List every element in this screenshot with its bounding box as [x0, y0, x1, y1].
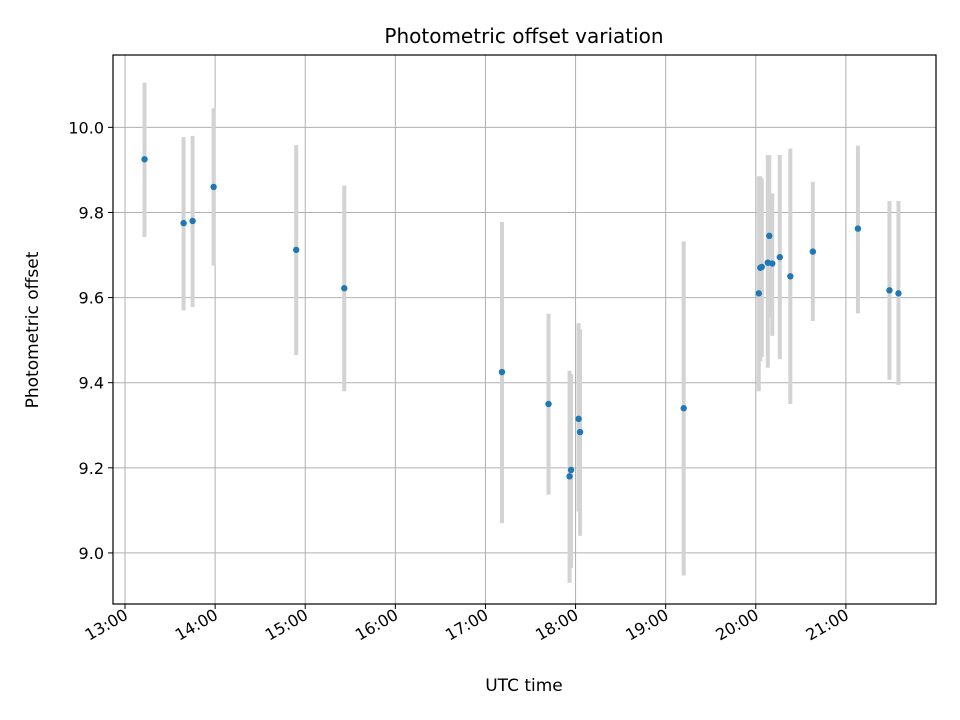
data-point [886, 287, 893, 294]
data-point [210, 183, 217, 191]
y-tick-label: 9.4 [79, 374, 104, 393]
data-point [567, 466, 575, 474]
data-point [545, 400, 552, 408]
data-point [341, 285, 348, 292]
data-point [854, 225, 862, 232]
chart-title: Photometric offset variation [384, 24, 663, 48]
data-point [180, 219, 187, 227]
data-point [787, 273, 794, 280]
plot-data [141, 82, 902, 583]
data-point [566, 473, 573, 480]
data-point [189, 217, 196, 225]
data-point [576, 428, 584, 436]
x-axis-label: UTC time [485, 676, 563, 696]
data-point [809, 248, 817, 255]
y-tick-label: 9.2 [79, 459, 104, 478]
plot-frame [112, 54, 937, 605]
data-point [293, 246, 300, 254]
data-point [766, 232, 773, 240]
y-axis-label: Photometric offset [23, 251, 43, 408]
grid [113, 55, 936, 604]
data-point [776, 253, 784, 261]
y-tick-label: 9.6 [79, 289, 104, 308]
data-point [680, 405, 687, 412]
data-point [575, 415, 582, 423]
data-point [758, 263, 765, 271]
y-tick-label: 9.8 [79, 203, 104, 222]
y-tick-label: 9.0 [79, 544, 104, 563]
data-point [498, 368, 506, 376]
data-point [895, 290, 902, 297]
data-point [769, 260, 776, 267]
data-point [141, 156, 148, 163]
data-point [755, 290, 762, 297]
y-tick-label: 10.0 [68, 118, 104, 137]
